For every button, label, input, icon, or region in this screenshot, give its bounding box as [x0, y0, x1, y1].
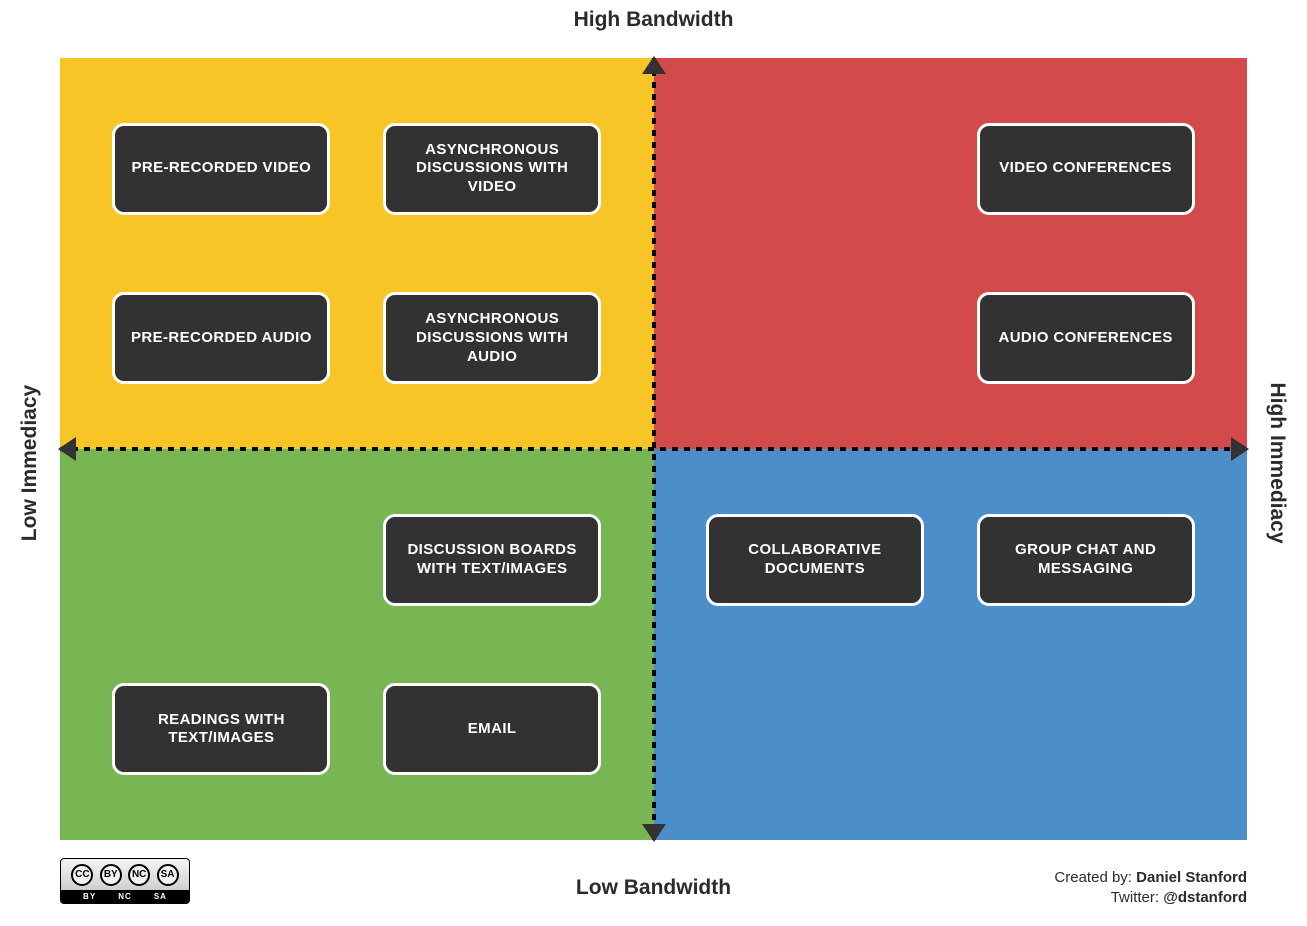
arrow-left-icon — [58, 437, 76, 461]
item-box: ASYNCHRONOUS DISCUSSIONS WITH AUDIO — [383, 292, 601, 384]
quadrant-bottom-right: COLLABORATIVE DOCUMENTS GROUP CHAT AND M… — [654, 449, 1248, 840]
item-box: EMAIL — [383, 683, 601, 775]
item-box: PRE-RECORDED AUDIO — [112, 292, 330, 384]
credit-handle: @dstanford — [1163, 889, 1247, 906]
quadrant-chart: PRE-RECORDED VIDEO ASYNCHRONOUS DISCUSSI… — [60, 58, 1247, 840]
cc-sub-label: SA — [154, 892, 167, 901]
credit-author: Daniel Stanford — [1136, 869, 1247, 886]
cc-sub-label: BY — [83, 892, 96, 901]
axis-label-left: Low Immediacy — [18, 385, 42, 541]
quadrant-bottom-left: DISCUSSION BOARDS WITH TEXT/IMAGES READI… — [60, 449, 654, 840]
quadrant-top-left: PRE-RECORDED VIDEO ASYNCHRONOUS DISCUSSI… — [60, 58, 654, 449]
item-box: PRE-RECORDED VIDEO — [112, 123, 330, 215]
credit-twitter-label: Twitter: — [1111, 889, 1159, 906]
arrow-down-icon — [642, 824, 666, 842]
item-box: READINGS WITH TEXT/IMAGES — [112, 683, 330, 775]
axis-label-bottom: Low Bandwidth — [576, 876, 731, 900]
item-box: ASYNCHRONOUS DISCUSSIONS WITH VIDEO — [383, 123, 601, 215]
cc-license-badge: CC BY NC SA BY NC SA — [60, 858, 190, 904]
item-box: DISCUSSION BOARDS WITH TEXT/IMAGES — [383, 514, 601, 606]
item-box: AUDIO CONFERENCES — [977, 292, 1195, 384]
credit-block: Created by: Daniel Stanford Twitter: @ds… — [1054, 868, 1247, 909]
axis-label-right: High Immediacy — [1265, 382, 1289, 543]
cc-sub-label: NC — [118, 892, 132, 901]
arrow-up-icon — [642, 56, 666, 74]
arrow-right-icon — [1231, 437, 1249, 461]
item-box: GROUP CHAT AND MESSAGING — [977, 514, 1195, 606]
item-box: COLLABORATIVE DOCUMENTS — [706, 514, 924, 606]
quadrant-top-right: VIDEO CONFERENCES AUDIO CONFERENCES — [654, 58, 1248, 449]
cc-circle-icon: NC — [128, 864, 150, 886]
credit-created-by-label: Created by: — [1054, 869, 1132, 886]
axis-label-top: High Bandwidth — [574, 8, 734, 32]
item-box: VIDEO CONFERENCES — [977, 123, 1195, 215]
cc-circle-icon: SA — [157, 864, 179, 886]
cc-circle-icon: BY — [100, 864, 122, 886]
cc-circle-icon: CC — [71, 864, 93, 886]
